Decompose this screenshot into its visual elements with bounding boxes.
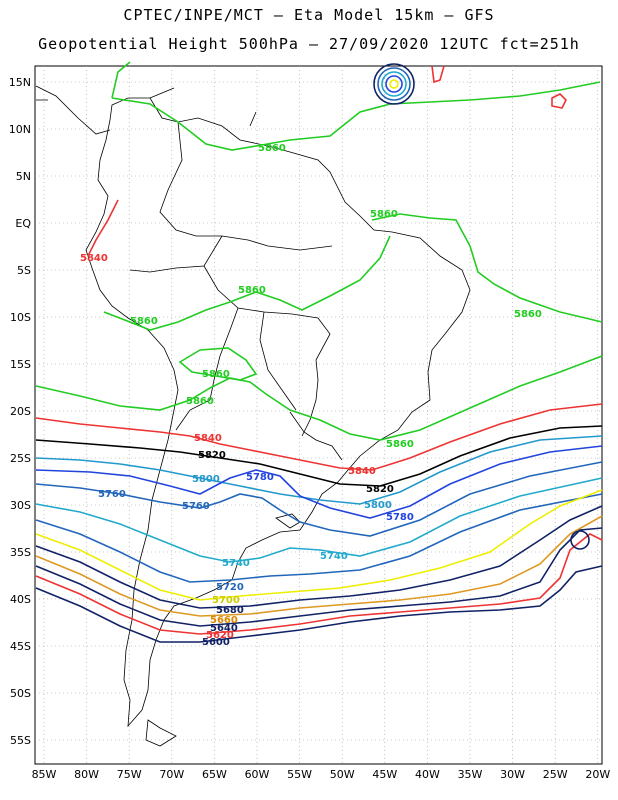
latitude-labels: 15N 10N 5N EQ 5S 10S 15S 20S 25S 30S 35S 40S 45S 50S 5… <box>9 76 32 747</box>
contour-5680 <box>35 505 603 609</box>
contour-5640 <box>35 527 603 627</box>
contour-label: 5860 <box>186 396 214 407</box>
lon-label: 45W <box>372 768 397 781</box>
contour-5600 <box>35 565 603 643</box>
contour-label: 5800 <box>364 500 392 511</box>
coastlines <box>35 85 471 747</box>
tierra-del-fuego <box>145 719 177 747</box>
contour-5720 <box>35 493 603 583</box>
chart-title: CPTEC/INPE/MCT – Eta Model 15km – GFS <box>123 6 495 24</box>
contour-5620-closed <box>570 530 590 550</box>
contour-label: 5760 <box>98 489 126 500</box>
lat-label: 30S <box>10 499 31 512</box>
red-contour-north <box>431 65 445 84</box>
contour-5660 <box>35 515 603 617</box>
lon-label: 35W <box>458 768 483 781</box>
contour-label: 5840 <box>348 466 376 477</box>
lat-label: 40S <box>10 593 31 606</box>
lon-label: 60W <box>245 768 270 781</box>
contour-label: 5740 <box>222 558 250 569</box>
contour-label: 5860 <box>238 285 266 296</box>
contour-label: 5820 <box>198 450 226 461</box>
contour-label: 5780 <box>386 512 414 523</box>
contour-label: 5860 <box>130 316 158 327</box>
contour-5860-south <box>35 355 603 441</box>
contour-label: 5860 <box>202 369 230 380</box>
contour-5700 <box>35 489 603 601</box>
contour-label: 5700 <box>212 595 240 606</box>
contour-label: 5780 <box>246 472 274 483</box>
contour-5780 <box>35 445 603 519</box>
contour-label: 5860 <box>370 209 398 220</box>
lat-label: 55S <box>10 734 31 747</box>
contour-label: 5800 <box>192 474 220 485</box>
contour-label: 5720 <box>216 582 244 593</box>
lat-label: 10N <box>9 123 31 136</box>
lat-lon-grid <box>35 66 602 764</box>
lon-label: 65W <box>202 768 227 781</box>
lat-label: 5N <box>16 170 31 183</box>
lon-label: 25W <box>543 768 568 781</box>
contour-5760 <box>35 461 603 537</box>
lat-label: 25S <box>10 452 31 465</box>
contour-label: 5860 <box>258 143 286 154</box>
contour-label: 5840 <box>80 253 108 264</box>
lon-label: 20W <box>585 768 610 781</box>
lon-label: 50W <box>330 768 355 781</box>
red-blob-east <box>551 93 567 109</box>
contour-label: 5860 <box>514 309 542 320</box>
lat-label: 5S <box>17 264 31 277</box>
south-america-coast <box>85 97 471 728</box>
contour-label: 5620 <box>206 630 234 641</box>
border-lines <box>129 121 343 461</box>
caribbean-coast <box>35 85 257 135</box>
contour-5620 <box>35 533 603 635</box>
contour-5860-mid <box>103 235 391 331</box>
lon-label: 40W <box>415 768 440 781</box>
contour-labels: 5860 5860 5860 5860 5860 5860 5860 5860 … <box>80 143 542 648</box>
lon-label: 75W <box>117 768 142 781</box>
lon-label: 80W <box>74 768 99 781</box>
lat-label: 20S <box>10 405 31 418</box>
lon-label: 70W <box>159 768 184 781</box>
lat-label: 35S <box>10 546 31 559</box>
contour-5860-north <box>111 61 601 151</box>
contour-label: 5640 <box>210 623 238 634</box>
contour-label: 5840 <box>194 433 222 444</box>
lat-label: 15N <box>9 76 31 89</box>
contour-5800 <box>35 435 603 505</box>
contour-5820 <box>35 425 603 487</box>
longitude-labels: 85W 80W 75W 70W 65W 60W 55W 50W 45W 40W 35W 30W 25W 2… <box>32 768 611 781</box>
chart-subtitle: Geopotential Height 500hPa – 27/09/2020 … <box>38 35 580 53</box>
falklands <box>275 513 301 529</box>
lat-label: 10S <box>10 311 31 324</box>
contour-5840 <box>35 403 603 471</box>
lat-label: 15S <box>10 358 31 371</box>
contour-label: 5660 <box>210 615 238 626</box>
contours <box>35 61 603 643</box>
contour-label: 5820 <box>366 484 394 495</box>
contour-label: 5760 <box>182 501 210 512</box>
contour-label: 5740 <box>320 551 348 562</box>
vortex-outer <box>373 63 415 105</box>
contour-5860-equator <box>371 213 603 323</box>
lon-label: 55W <box>287 768 312 781</box>
contour-label: 5680 <box>216 605 244 616</box>
lon-label: 85W <box>32 768 57 781</box>
lon-label: 30W <box>500 768 525 781</box>
contour-5740 <box>35 477 603 563</box>
contour-label: 5600 <box>202 637 230 648</box>
contour-label: 5860 <box>386 439 414 450</box>
lat-label: EQ <box>15 217 31 230</box>
lat-label: 50S <box>10 687 31 700</box>
contour-5840-west <box>87 199 119 257</box>
map-frame <box>34 65 603 765</box>
lat-label: 45S <box>10 640 31 653</box>
contour-5860-inner <box>178 347 258 381</box>
